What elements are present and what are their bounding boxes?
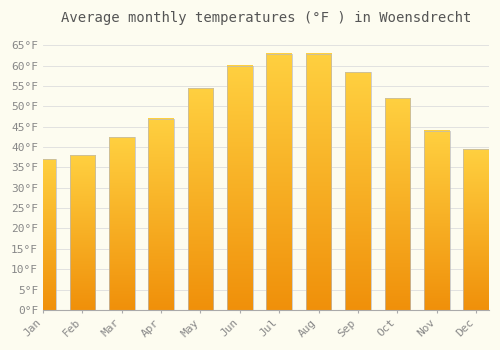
Bar bbox=[70, 155, 95, 310]
Bar bbox=[30, 159, 56, 310]
Title: Average monthly temperatures (°F ) in Woensdrecht: Average monthly temperatures (°F ) in Wo… bbox=[60, 11, 471, 25]
Bar bbox=[109, 137, 134, 310]
Bar bbox=[227, 66, 252, 310]
Bar bbox=[188, 88, 214, 310]
Bar bbox=[306, 54, 332, 310]
Bar bbox=[345, 72, 371, 310]
Bar bbox=[424, 131, 450, 310]
Bar bbox=[464, 149, 489, 310]
Bar bbox=[266, 54, 292, 310]
Bar bbox=[384, 98, 410, 310]
Bar bbox=[148, 119, 174, 310]
